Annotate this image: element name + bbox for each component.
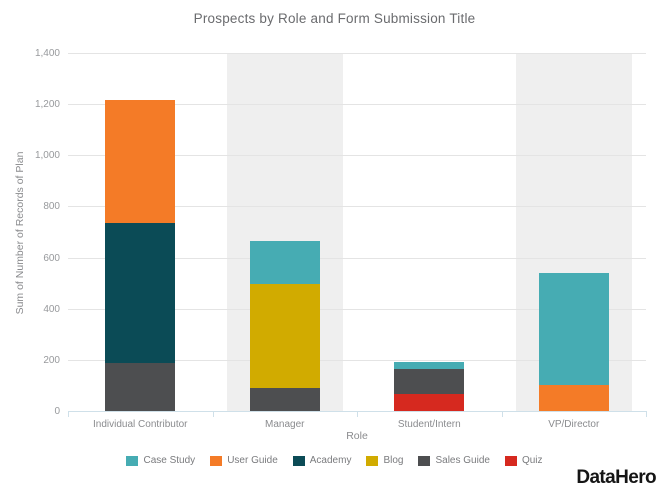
plot-area: Role 0 200 400 600 800 1,000 1,200 1,400 Individ…: [35, 49, 647, 442]
legend-item-blog[interactable]: Blog: [366, 455, 403, 466]
chart-title: Prospects by Role and Form Submission Ti…: [193, 11, 476, 26]
gridline: [68, 257, 646, 259]
legend-item-academy[interactable]: Academy: [292, 455, 352, 466]
legend-label: Case Study: [143, 455, 196, 466]
legend-swatch: [418, 455, 431, 466]
y-tick-label: 1,400: [34, 48, 60, 59]
legend: Case Study User Guide Academy Blog Sales Gui…: [0, 455, 669, 466]
y-tick-label: 800: [43, 201, 60, 213]
y-axis-title: Sum of Number of Records of Plan: [14, 151, 26, 315]
legend-swatch: [366, 455, 379, 466]
x-category-label: Individual Contributor: [93, 419, 188, 430]
y-tick-label: 400: [43, 303, 60, 315]
bar-segment-case-study[interactable]: [538, 272, 609, 386]
x-axis-tick: [68, 411, 69, 417]
bar-segment-sales-guide[interactable]: [105, 363, 176, 412]
y-tick-label: 1,000: [34, 150, 60, 162]
bar-segment-blog[interactable]: [249, 284, 320, 388]
x-axis-tick: [501, 411, 503, 417]
y-tick-label: 200: [43, 354, 60, 366]
x-axis-tick: [357, 411, 358, 417]
y-tick-label: 1,200: [34, 99, 60, 111]
legend-swatch: [210, 455, 223, 466]
legend-swatch: [126, 455, 139, 466]
bar-segment-user-guide[interactable]: [105, 100, 176, 223]
x-category-label: VP/Director: [548, 419, 600, 430]
gridline: [68, 206, 646, 208]
legend-item-quiz[interactable]: Quiz: [504, 455, 543, 466]
legend-label: Quiz: [521, 455, 543, 466]
bar-segment-user-guide[interactable]: [538, 385, 609, 412]
legend-item-sales-guide[interactable]: Sales Guide: [418, 455, 490, 466]
legend-label: Blog: [383, 455, 404, 466]
bar-segment-case-study[interactable]: [249, 240, 320, 285]
bar-segment-academy[interactable]: [105, 222, 176, 364]
legend-swatch: [504, 455, 517, 466]
bar-segment-sales-guide[interactable]: [394, 368, 465, 395]
legend-item-user-guide[interactable]: User Guide: [210, 455, 278, 466]
legend-label: Sales Guide: [435, 455, 490, 466]
gridline: [68, 53, 646, 54]
gridline: [68, 308, 646, 310]
x-category-label: Manager: [265, 419, 305, 430]
legend-label: User Guide: [227, 455, 278, 466]
gridline: [68, 359, 646, 361]
legend-swatch: [292, 455, 305, 466]
bar-segment-case-study[interactable]: [394, 362, 465, 369]
gridline: [68, 155, 646, 157]
bar-segment-quiz[interactable]: [394, 394, 465, 412]
legend-item-case-study[interactable]: Case Study: [126, 455, 195, 466]
bar-segment-sales-guide[interactable]: [249, 387, 320, 412]
x-category-label: Student/Intern: [397, 419, 461, 430]
gridline: [68, 104, 646, 106]
y-tick-label: 0: [54, 406, 60, 417]
x-axis-title: Role: [346, 430, 368, 442]
legend-label: Academy: [309, 455, 352, 466]
y-tick-label: 600: [43, 252, 60, 264]
x-axis-tick: [212, 411, 214, 417]
x-axis-tick: [646, 411, 647, 417]
datahero-logo: DataHero: [576, 467, 656, 488]
